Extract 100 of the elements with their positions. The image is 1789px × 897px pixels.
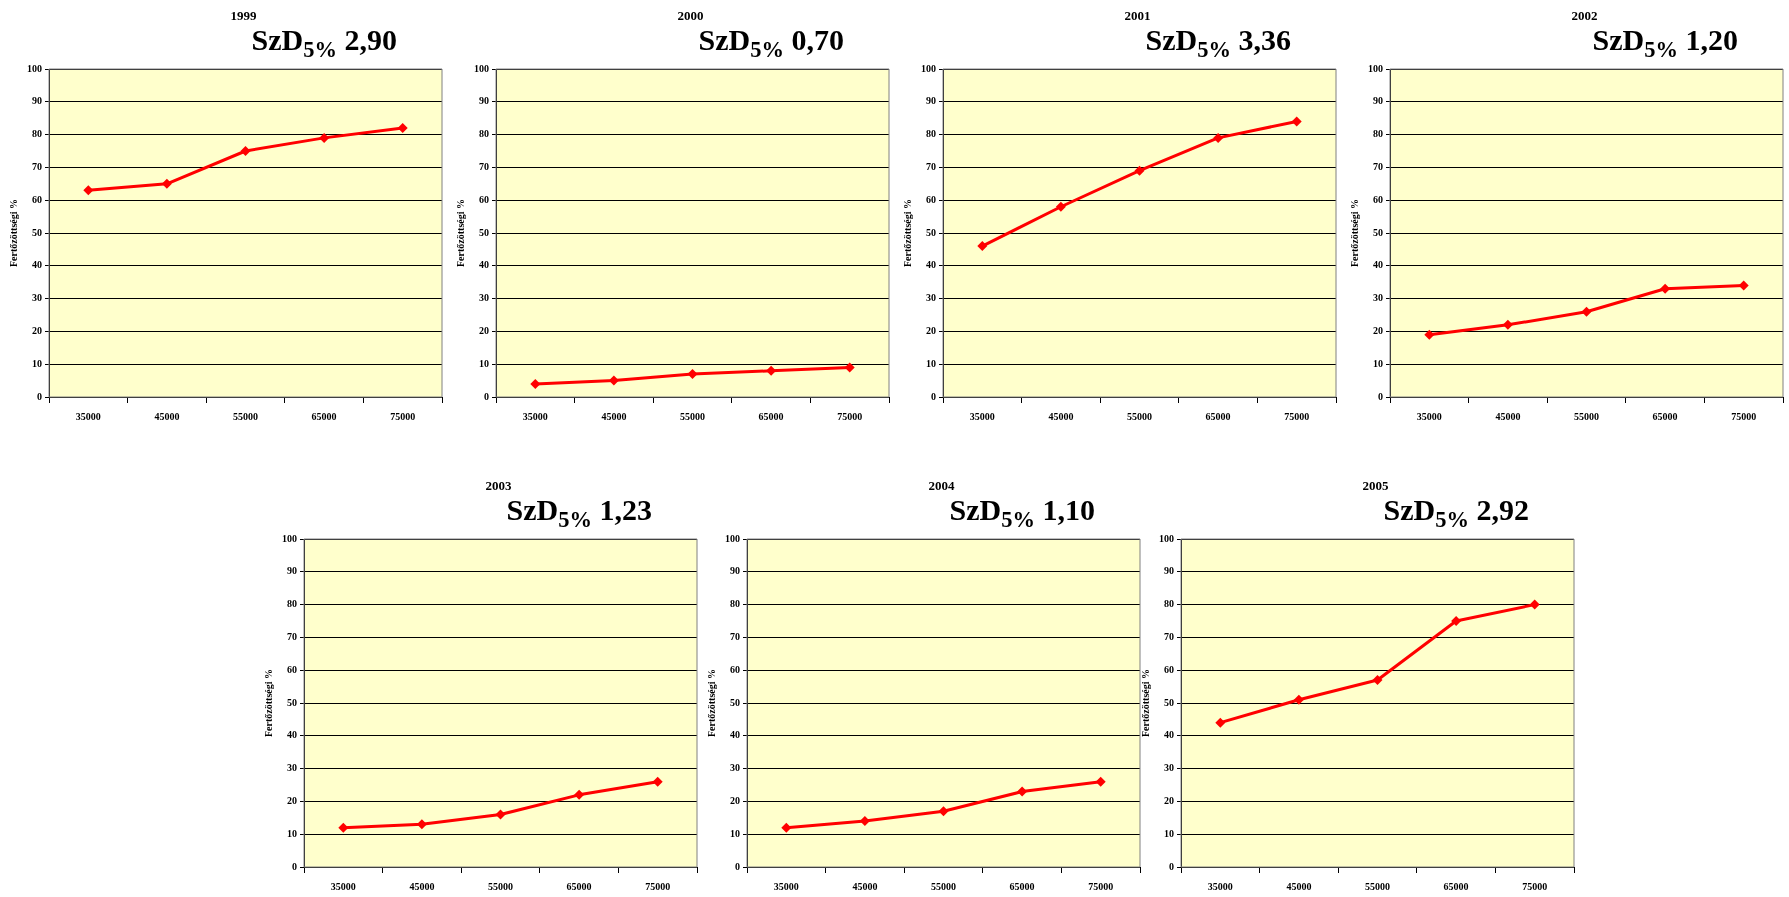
y-tick-label: 100	[1368, 62, 1383, 74]
point	[938, 806, 949, 817]
y-tick-label: 40	[730, 729, 740, 741]
point	[83, 185, 94, 196]
point	[495, 809, 506, 820]
point	[319, 132, 330, 143]
y-tick-label: 90	[479, 95, 489, 107]
x-tick-label: 55000	[1365, 880, 1390, 892]
x-tick-label: 65000	[566, 880, 592, 892]
x-tick-label: 75000	[837, 410, 863, 422]
point	[1134, 165, 1145, 176]
y-tick-label: 30	[287, 762, 297, 774]
y-axis-title: Fertőzöttségi %	[454, 198, 466, 268]
chart-title: 2004	[927, 478, 956, 494]
x-tick-label: 45000	[601, 410, 627, 422]
y-tick-label: 0	[292, 860, 297, 872]
x-tick-label: 75000	[1731, 410, 1757, 422]
point	[1502, 319, 1513, 330]
point	[1581, 306, 1592, 317]
y-tick-label: 50	[479, 226, 489, 238]
y-tick-label: 90	[926, 95, 936, 107]
x-tick-label: 55000	[233, 410, 258, 422]
chart-subtitle: SzD$_{5%}$ 1,20	[1592, 22, 1738, 64]
point	[1095, 776, 1106, 787]
chart-title: 2003	[484, 478, 513, 494]
y-tick-label: 70	[479, 160, 489, 172]
chart-subtitle: SzD$_{5%}$ 3,36	[1145, 22, 1291, 64]
y-tick-label: 60	[32, 193, 42, 205]
y-axis-title: Fertőzöttségi %	[1348, 198, 1360, 268]
point	[977, 241, 988, 252]
y-tick-label: 20	[1164, 794, 1174, 806]
y-tick-label: 50	[32, 226, 42, 238]
chart-subtitle: SzD$_{5%}$ 2,90	[251, 22, 397, 64]
chart-title: 2000	[676, 8, 705, 24]
x-tick-label: 55000	[680, 410, 705, 422]
y-tick-label: 10	[730, 827, 740, 839]
y-tick-label: 80	[926, 128, 936, 140]
y-tick-label: 50	[287, 696, 297, 708]
point	[1291, 116, 1302, 127]
x-tick-label: 65000	[1443, 880, 1469, 892]
y-tick-label: 70	[1373, 160, 1383, 172]
y-tick-label: 40	[1373, 259, 1383, 271]
point	[1215, 717, 1226, 728]
y-axis-title: Fertőzöttségi %	[7, 198, 19, 268]
y-tick-label: 100	[27, 62, 42, 74]
y-tick-label: 0	[1378, 390, 1383, 402]
y-tick-label: 20	[730, 794, 740, 806]
x-tick-label: 75000	[1088, 880, 1114, 892]
y-tick-label: 10	[287, 827, 297, 839]
y-tick-label: 100	[1159, 532, 1174, 544]
y-tick-label: 10	[1164, 827, 1174, 839]
y-tick-label: 20	[926, 324, 936, 336]
y-tick-label: 40	[287, 729, 297, 741]
y-tick-label: 0	[735, 860, 740, 872]
y-tick-label: 20	[287, 794, 297, 806]
y-tick-label: 100	[725, 532, 740, 544]
y-tick-label: 80	[479, 128, 489, 140]
y-tick-label: 90	[730, 565, 740, 577]
point	[1293, 694, 1304, 705]
y-tick-label: 30	[1373, 292, 1383, 304]
y-tick-label: 80	[287, 598, 297, 610]
x-tick-label: 45000	[1286, 880, 1312, 892]
x-tick-label: 55000	[931, 880, 956, 892]
y-tick-label: 90	[1373, 95, 1383, 107]
point	[1017, 786, 1028, 797]
y-tick-label: 40	[479, 259, 489, 271]
x-tick-label: 45000	[409, 880, 435, 892]
y-tick-label: 90	[287, 565, 297, 577]
point	[652, 776, 663, 787]
y-tick-label: 100	[921, 62, 936, 74]
x-tick-label: 35000	[330, 880, 356, 892]
chart-title: 2005	[1361, 478, 1390, 494]
x-tick-label: 75000	[390, 410, 416, 422]
y-tick-label: 100	[282, 532, 297, 544]
y-tick-label: 0	[484, 390, 489, 402]
point	[1529, 599, 1540, 610]
y-axis-title: Fertőzöttségi %	[705, 668, 717, 738]
point	[161, 178, 172, 189]
y-tick-label: 60	[287, 663, 297, 675]
x-tick-label: 55000	[1574, 410, 1599, 422]
y-tick-label: 60	[730, 663, 740, 675]
x-tick-label: 65000	[758, 410, 784, 422]
x-tick-label: 35000	[75, 410, 101, 422]
y-tick-label: 50	[926, 226, 936, 238]
y-tick-label: 70	[287, 630, 297, 642]
y-tick-label: 30	[1164, 762, 1174, 774]
x-tick-label: 45000	[1495, 410, 1521, 422]
y-tick-label: 60	[1164, 663, 1174, 675]
point	[574, 789, 585, 800]
y-axis-title: Fertőzöttségi %	[262, 668, 274, 738]
y-tick-label: 40	[926, 259, 936, 271]
y-tick-label: 80	[1164, 598, 1174, 610]
x-tick-label: 65000	[1652, 410, 1678, 422]
y-axis-title: Fertőzöttségi %	[1139, 668, 1151, 738]
chart-title: 1999	[229, 8, 258, 24]
y-tick-label: 80	[730, 598, 740, 610]
y-tick-label: 60	[1373, 193, 1383, 205]
y-tick-label: 70	[1164, 630, 1174, 642]
x-tick-label: 45000	[852, 880, 878, 892]
y-tick-label: 40	[1164, 729, 1174, 741]
